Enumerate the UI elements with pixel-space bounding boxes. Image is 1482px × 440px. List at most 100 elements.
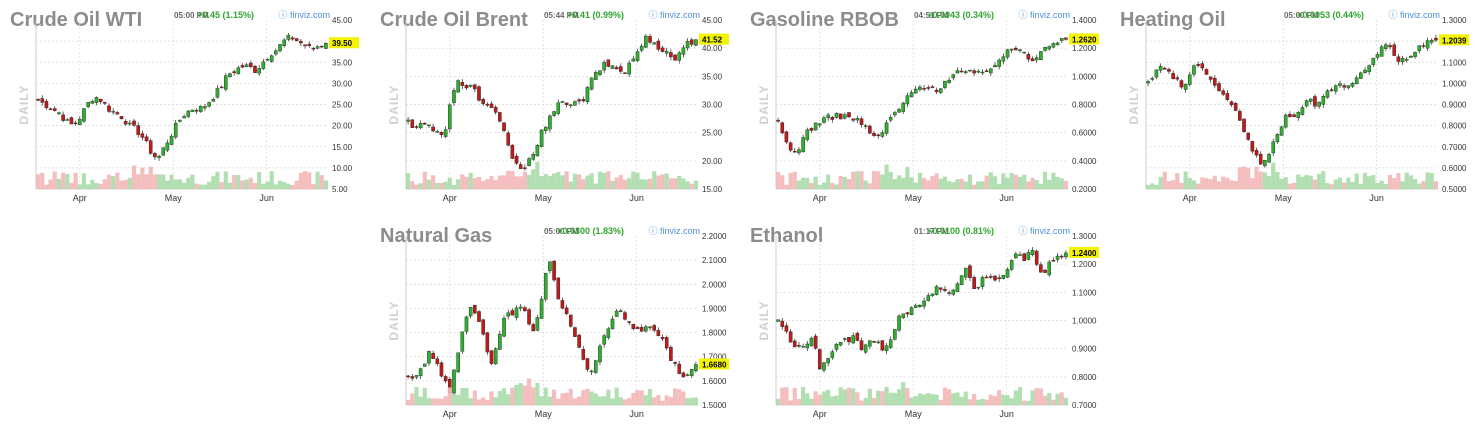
candle-body (938, 88, 943, 93)
candle-body (435, 358, 440, 364)
candle-body (294, 38, 299, 42)
candle-body (299, 41, 303, 44)
candle-body (1300, 107, 1305, 115)
candle-body (888, 339, 893, 348)
x-tick-label: Jun (629, 409, 644, 419)
candle-body (635, 326, 640, 330)
chart-panel-gasoline-rbob[interactable]: Gasoline RBOB 04:51 PM +0.0043 (0.34%) ⓘ fi… (748, 4, 1099, 214)
volume-bar (784, 387, 789, 405)
volume-bar (672, 178, 678, 189)
candle-body (418, 368, 423, 376)
volume-bar (252, 183, 258, 189)
candle-body (140, 133, 145, 138)
candle-body (681, 47, 686, 55)
volume-bar (780, 175, 785, 189)
volume-bar (123, 179, 128, 189)
y-tick-label: 1.0000 (1072, 317, 1097, 326)
candle-body (1350, 83, 1355, 87)
volume-bar (1383, 183, 1388, 189)
candle-body (606, 328, 611, 338)
volume-bar (501, 388, 507, 405)
y-tick-label: 25.00 (702, 129, 723, 138)
volume-bar (796, 398, 802, 405)
candle-body (993, 64, 997, 68)
candle-body (689, 369, 694, 376)
volume-bar (1308, 175, 1313, 189)
candle-body (290, 37, 295, 40)
y-tick-label: 0.8000 (1072, 101, 1097, 110)
volume-bar (685, 398, 690, 405)
candle-body (585, 358, 590, 370)
candle-body (57, 112, 61, 114)
volume-bar (980, 181, 985, 189)
candle-body (660, 47, 665, 52)
volume-bar (1425, 172, 1430, 189)
volume-bar (647, 388, 653, 405)
volume-bar (817, 184, 822, 189)
volume-bar (1154, 184, 1159, 189)
volume-bar (186, 177, 191, 189)
candle-body (1034, 57, 1039, 61)
volume-bar (1042, 395, 1048, 405)
candle-body (86, 102, 90, 107)
y-tick-label: 2.0000 (702, 280, 727, 289)
candle-body (1022, 51, 1026, 54)
volume-bar (1221, 176, 1226, 189)
candle-body (897, 315, 901, 331)
volume-bar (1212, 175, 1217, 189)
candle-body (826, 358, 830, 364)
candle-body (107, 105, 111, 112)
volume-bar (1262, 172, 1267, 189)
volume-bar (1013, 390, 1018, 405)
volume-bar (585, 175, 590, 189)
candle-body (631, 323, 636, 330)
volume-bar (652, 397, 657, 405)
volume-bar (560, 393, 565, 405)
candle-body (880, 132, 885, 137)
candle-body (1158, 65, 1163, 71)
candle-body (934, 286, 939, 295)
candle-body (673, 362, 677, 364)
volume-bar (1055, 393, 1060, 405)
volume-bar (922, 394, 927, 405)
x-tick-label: Jun (999, 409, 1014, 419)
volume-bar (1250, 178, 1255, 189)
volume-bar (959, 178, 964, 189)
candle-body (913, 88, 918, 94)
chart-panel-heating-oil[interactable]: Heating Oil 05:00 PM +0.0053 (0.44%) ⓘ finv… (1118, 4, 1469, 214)
chart-panel-crude-oil-brent[interactable]: Crude Oil Brent 05:44 PM +0.41 (0.99%) ⓘ fi… (378, 4, 729, 214)
candle-body (660, 336, 665, 340)
candle-body (876, 134, 880, 137)
chart-panel-natural-gas[interactable]: Natural Gas 05:00 PM +0.0300 (1.83%) ⓘ finv… (378, 220, 729, 430)
volume-bar (992, 176, 998, 189)
y-tick-label: 1.7000 (702, 353, 727, 362)
candle-body (535, 145, 540, 157)
candle-body (1175, 77, 1180, 80)
volume-bar (564, 171, 569, 189)
candle-body (677, 363, 682, 374)
candle-body (801, 137, 805, 152)
candle-body (1064, 252, 1068, 258)
candle-body (577, 334, 581, 348)
candle-body (1200, 63, 1205, 69)
y-tick-label: 15.00 (332, 143, 353, 152)
candle-body (1404, 59, 1409, 61)
volume-bar (190, 174, 195, 189)
volume-bar (489, 175, 494, 189)
candle-body (1392, 44, 1396, 56)
chart-change: +0.0053 (0.44%) (1297, 10, 1364, 20)
volume-bar (851, 171, 856, 189)
chart-panel-ethanol[interactable]: Ethanol 01:17 PM +0.0100 (0.81%) ⓘ finviz.c… (748, 220, 1099, 430)
candle-body (485, 103, 490, 106)
volume-bar (901, 177, 906, 189)
chart-panel-crude-oil-wti[interactable]: Crude Oil WTI 05:00 PM +0.45 (1.15%) ⓘ finv… (8, 4, 359, 214)
volume-bar (934, 394, 939, 405)
candle-body (664, 50, 669, 54)
volume-bar (955, 392, 960, 405)
candle-body (1043, 269, 1047, 273)
candle-body (813, 335, 818, 349)
period-label: DAILY (757, 85, 771, 125)
candle-body (669, 52, 673, 58)
volume-bar (535, 161, 540, 189)
volume-bar (1350, 181, 1355, 189)
